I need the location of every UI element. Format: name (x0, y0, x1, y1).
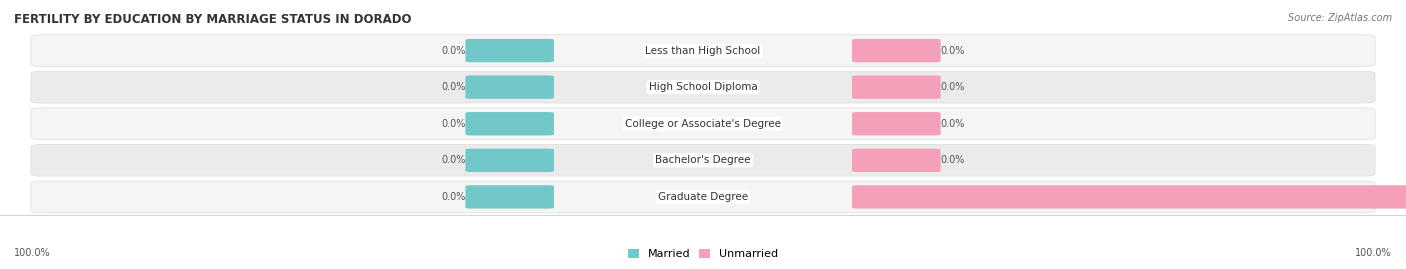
Text: 100.0%: 100.0% (1355, 248, 1392, 258)
FancyBboxPatch shape (465, 149, 554, 172)
Text: 0.0%: 0.0% (441, 155, 465, 165)
FancyBboxPatch shape (31, 71, 1375, 103)
Text: 0.0%: 0.0% (441, 192, 465, 202)
FancyBboxPatch shape (852, 39, 941, 62)
Text: Graduate Degree: Graduate Degree (658, 192, 748, 202)
Legend: Married, Unmarried: Married, Unmarried (623, 244, 783, 263)
Text: FERTILITY BY EDUCATION BY MARRIAGE STATUS IN DORADO: FERTILITY BY EDUCATION BY MARRIAGE STATU… (14, 13, 412, 26)
Text: Bachelor's Degree: Bachelor's Degree (655, 155, 751, 165)
FancyBboxPatch shape (31, 35, 1375, 66)
FancyBboxPatch shape (852, 185, 1406, 208)
FancyBboxPatch shape (852, 149, 941, 172)
Text: 0.0%: 0.0% (941, 119, 965, 129)
Text: 0.0%: 0.0% (941, 45, 965, 56)
FancyBboxPatch shape (31, 181, 1375, 213)
Text: High School Diploma: High School Diploma (648, 82, 758, 92)
Text: 0.0%: 0.0% (441, 119, 465, 129)
FancyBboxPatch shape (465, 76, 554, 99)
FancyBboxPatch shape (31, 108, 1375, 140)
FancyBboxPatch shape (852, 112, 941, 135)
FancyBboxPatch shape (852, 76, 941, 99)
FancyBboxPatch shape (465, 39, 554, 62)
Text: College or Associate's Degree: College or Associate's Degree (626, 119, 780, 129)
FancyBboxPatch shape (31, 144, 1375, 176)
Text: Less than High School: Less than High School (645, 45, 761, 56)
Text: 0.0%: 0.0% (441, 82, 465, 92)
Text: 100.0%: 100.0% (14, 248, 51, 258)
Text: 0.0%: 0.0% (441, 45, 465, 56)
FancyBboxPatch shape (465, 112, 554, 135)
Text: 0.0%: 0.0% (941, 155, 965, 165)
FancyBboxPatch shape (465, 185, 554, 208)
Text: 0.0%: 0.0% (941, 82, 965, 92)
Text: Source: ZipAtlas.com: Source: ZipAtlas.com (1288, 13, 1392, 23)
